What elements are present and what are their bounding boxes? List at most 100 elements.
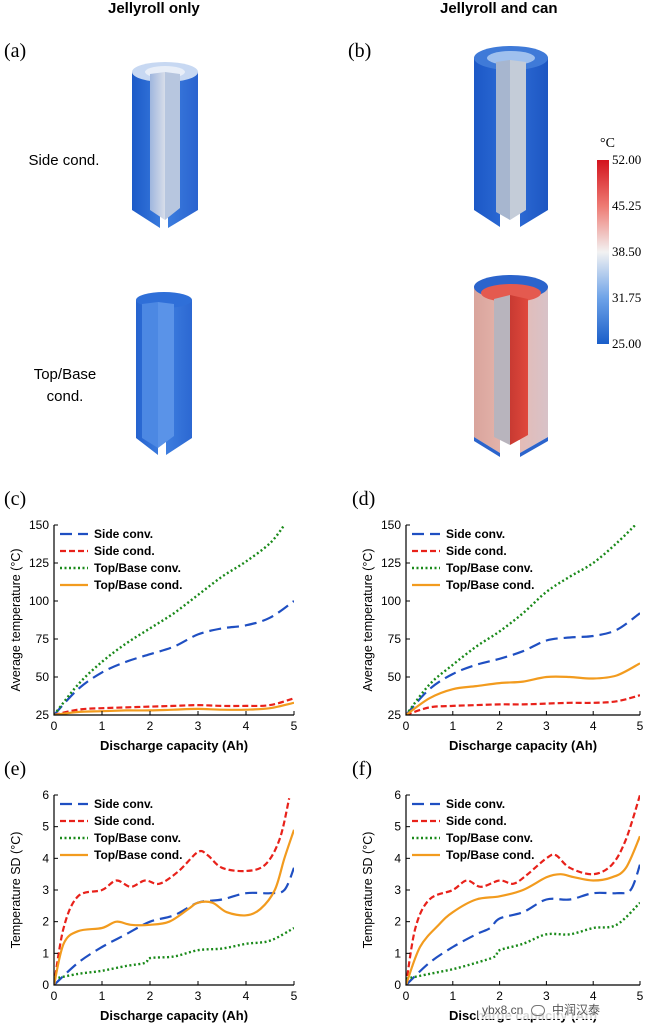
y-axis-label: Temperature SD (°C) <box>361 832 375 949</box>
colorbar <box>597 160 609 344</box>
x-axis-label: Discharge capacity (Ah) <box>100 738 248 753</box>
y-tick-label: 1 <box>42 946 49 960</box>
watermark-brand: 中润汉泰 <box>552 1003 601 1017</box>
y-tick-label: 125 <box>29 556 49 570</box>
chat-bubble-icon <box>530 1005 545 1017</box>
axes-frame <box>53 795 294 986</box>
x-axis-label: Discharge capacity (Ah) <box>449 738 597 753</box>
series-line-top-base-cond <box>54 701 294 715</box>
cylinder-can-topbase-cond <box>474 275 548 457</box>
series-line-side-cond <box>54 697 294 715</box>
y-tick-label: 50 <box>388 670 402 684</box>
y-tick-label: 5 <box>394 820 401 834</box>
x-tick-label: 0 <box>403 719 410 733</box>
legend-label: Top/Base conv. <box>94 561 181 575</box>
row-label-topbase-cond-text: Top/Base cond. <box>33 366 97 405</box>
legend-label: Top/Base conv. <box>94 831 181 845</box>
y-tick-label: 150 <box>381 518 401 532</box>
series-line-top-base-cond <box>406 835 640 985</box>
series-line-top-base-conv <box>406 525 637 715</box>
series-line-top-base-cond <box>406 662 640 715</box>
x-tick-label: 5 <box>291 719 298 733</box>
legend-label: Top/Base cond. <box>446 578 534 592</box>
series-line-side-cond <box>406 795 640 985</box>
x-tick-label: 0 <box>403 989 410 1003</box>
y-tick-label: 150 <box>29 518 49 532</box>
legend-label: Top/Base conv. <box>446 561 533 575</box>
x-tick-label: 3 <box>195 989 202 1003</box>
x-tick-label: 2 <box>147 989 154 1003</box>
x-tick-label: 4 <box>243 989 250 1003</box>
panel-label-c: (c) <box>4 488 27 510</box>
legend-label: Side cond. <box>94 814 155 828</box>
colorbar-tick-52: 52.00 <box>612 152 642 167</box>
chart-d-average-temperature-can: 0 1 2 3 4 5 25 50 75 100 125 150 Discharge capacity … <box>361 518 644 753</box>
x-tick-label: 2 <box>147 719 154 733</box>
chart-e-temperature-sd-jellyroll: 0 1 2 3 4 5 0 1 2 3 4 5 6 Discharge capacity (Ah) Temp… <box>9 788 298 1023</box>
x-tick-label: 3 <box>195 719 202 733</box>
y-tick-label: 6 <box>42 788 49 802</box>
panel-label-b: (b) <box>348 40 372 62</box>
colorbar-tick-31: 31.75 <box>612 290 642 305</box>
x-tick-label: 2 <box>496 989 503 1003</box>
x-tick-label: 1 <box>99 989 106 1003</box>
panel-label-a: (a) <box>4 40 27 62</box>
x-tick-label: 0 <box>51 719 58 733</box>
chart-c-average-temperature-jellyroll: 0 1 2 3 4 5 25 50 75 100 125 150 Discharge capacity … <box>9 518 298 753</box>
panel-label-f: (f) <box>352 758 372 780</box>
y-tick-label: 4 <box>394 851 401 865</box>
y-tick-label: 25 <box>36 708 50 722</box>
legend-label: Side cond. <box>446 544 507 558</box>
y-tick-label: 50 <box>36 670 50 684</box>
legend-label: Top/Base conv. <box>446 831 533 845</box>
y-axis-label: Average temperature (°C) <box>361 548 375 691</box>
column-title-jellyroll-only: Jellyroll only <box>108 0 200 17</box>
x-tick-label: 3 <box>543 989 550 1003</box>
series-line-side-cond <box>54 797 291 985</box>
x-tick-label: 2 <box>496 719 503 733</box>
legend-label: Side conv. <box>94 797 153 811</box>
series-line-top-base-conv <box>54 525 286 715</box>
series-line-top-base-cond <box>54 829 294 985</box>
row-label-topbase-cond: Top/Base cond. <box>10 364 120 408</box>
x-tick-label: 0 <box>51 989 58 1003</box>
watermark: ybx8.cn 中润汉泰 <box>478 1000 605 1019</box>
column-title-jellyroll-and-can: Jellyroll and can <box>440 0 558 17</box>
cylinder-can-side-cond <box>474 46 548 227</box>
legend-label: Side cond. <box>94 544 155 558</box>
colorbar-tick-38: 38.50 <box>612 244 642 259</box>
row-label-side-cond: Side cond. <box>28 152 100 169</box>
x-tick-label: 4 <box>590 989 597 1003</box>
y-tick-label: 4 <box>42 851 49 865</box>
y-tick-label: 2 <box>394 915 401 929</box>
x-tick-label: 5 <box>637 989 644 1003</box>
legend-label: Side conv. <box>94 527 153 541</box>
legend-label: Top/Base cond. <box>94 848 182 862</box>
y-axis-label: Average temperature (°C) <box>9 548 23 691</box>
y-tick-label: 75 <box>36 632 50 646</box>
y-tick-label: 0 <box>42 978 49 992</box>
legend-label: Side cond. <box>446 814 507 828</box>
x-axis-label: Discharge capacity (Ah) <box>100 1008 248 1023</box>
legend-label: Side conv. <box>446 797 505 811</box>
series-line-side-conv <box>406 864 640 985</box>
y-tick-label: 6 <box>394 788 401 802</box>
x-tick-label: 5 <box>291 989 298 1003</box>
y-axis-label: Temperature SD (°C) <box>9 832 23 949</box>
watermark-site: ybx8.cn <box>482 1003 524 1017</box>
x-tick-label: 4 <box>590 719 597 733</box>
y-tick-label: 100 <box>29 594 49 608</box>
x-tick-label: 1 <box>99 719 106 733</box>
y-tick-label: 125 <box>381 556 401 570</box>
x-tick-label: 4 <box>243 719 250 733</box>
colorbar-tick-25: 25.00 <box>612 336 642 351</box>
cylinder-jellyroll-topbase-cond <box>136 292 192 455</box>
legend-label: Top/Base cond. <box>446 848 534 862</box>
series-line-side-conv <box>406 612 640 715</box>
y-tick-label: 2 <box>42 915 49 929</box>
legend-label: Top/Base cond. <box>94 578 182 592</box>
x-tick-label: 5 <box>637 719 644 733</box>
colorbar-unit: °C <box>600 136 615 151</box>
cylinder-jellyroll-side-cond <box>132 62 198 228</box>
